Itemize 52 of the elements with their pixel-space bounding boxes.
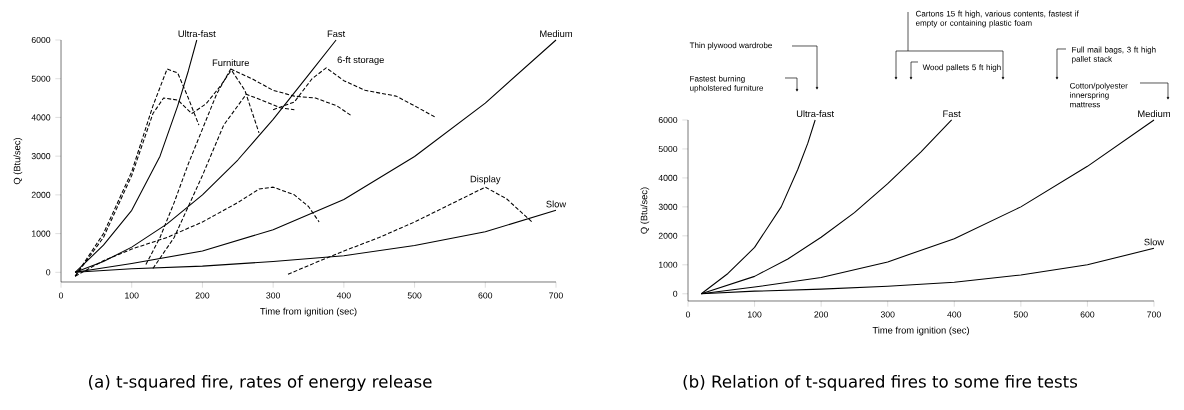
y-tick-label: 1000 <box>32 230 51 237</box>
x-tick-label: 300 <box>266 292 281 299</box>
series-label: Ultra-fast <box>178 30 216 38</box>
x-tick-label: 400 <box>336 292 351 299</box>
x-axis-title: Time from ignition (sec) <box>872 326 969 336</box>
x-tick-label: 700 <box>1147 311 1161 318</box>
x-tick-label: 400 <box>947 311 962 318</box>
y-tick-label: 4000 <box>31 114 51 121</box>
y-axis-title: Q (Btu/sec) <box>13 137 23 185</box>
series-label: Slow <box>546 200 567 208</box>
text: Thin plywood wardrobe <box>689 42 772 50</box>
y-tick-label: 2000 <box>658 232 678 239</box>
x-axis-title: Time from ignition (sec) <box>260 307 357 317</box>
x-tick-label: 300 <box>880 311 895 318</box>
x-tick-label: 200 <box>195 292 210 299</box>
y-tick-label: 0 <box>46 269 51 276</box>
series-label: Ultra-fast <box>796 110 835 118</box>
y-tick-label: 6000 <box>31 36 51 44</box>
y-axis-title: Q (Btu/sec) <box>640 187 650 234</box>
y-tick-label: 2000 <box>31 191 51 198</box>
x-tick-label: 600 <box>478 292 493 299</box>
series-label: 6-ft storage <box>337 56 384 65</box>
y-tick-label: 3000 <box>658 203 678 210</box>
x-tick-label: 500 <box>1013 311 1028 318</box>
text: Full mail bags, 3 ft high pallet stack <box>1072 46 1156 64</box>
y-tick-label: 3000 <box>31 153 51 160</box>
series-label: Fast <box>943 110 961 118</box>
text: Cartons 15 ft high, various contents, fastest if empty or containing plastic foam <box>915 10 1079 28</box>
x-tick-label: 100 <box>125 292 139 299</box>
series-label: Medium <box>540 30 572 38</box>
y-tick-label: 6000 <box>658 116 678 124</box>
y-tick-label: 5000 <box>658 145 678 153</box>
text: (a) t-squared fire, rates of energy release <box>88 374 432 392</box>
x-tick-label: 0 <box>58 292 64 299</box>
series-label: Display <box>470 175 501 185</box>
x-tick-label: 100 <box>748 311 762 318</box>
text: Wood pallets 5 ft high <box>922 64 1001 72</box>
y-tick-label: 5000 <box>31 75 51 82</box>
text: (b) Relation of t-squared fires to some fire tests <box>683 374 1078 392</box>
x-tick-label: 500 <box>407 292 422 299</box>
x-tick-label: 0 <box>685 311 691 318</box>
text: Cotton/polyester innerspring mattress <box>1070 82 1128 108</box>
y-tick-label: 1000 <box>658 261 678 268</box>
x-tick-label: 200 <box>814 311 829 318</box>
series-label: Fast <box>327 30 346 38</box>
x-tick-label: 700 <box>549 292 563 299</box>
series-label: Slow <box>1144 238 1165 246</box>
legend-label: Medium <box>1138 110 1170 118</box>
series-label: Furniture <box>212 59 249 67</box>
y-tick-label: 4000 <box>658 174 678 181</box>
text: Fastest burning upholstered furniture <box>690 75 764 93</box>
x-tick-label: 600 <box>1080 311 1095 318</box>
